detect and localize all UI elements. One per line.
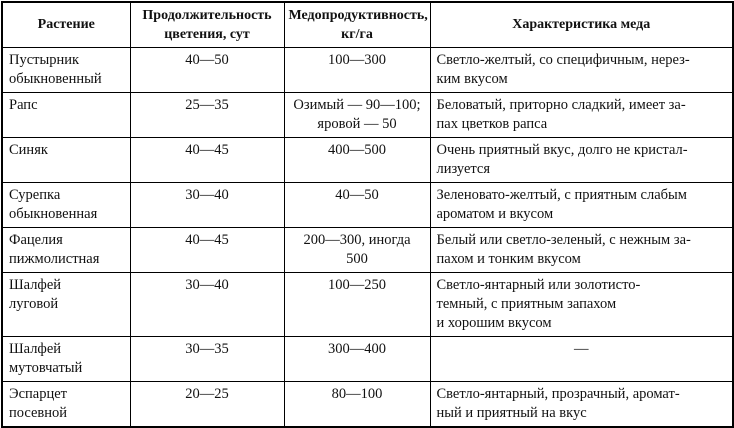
cell-plant: Пустырник обыкновенный [1,46,131,93]
cell-plant: Фацелия пижмолистная [1,226,131,273]
table-row: Фацелия пижмолистная 40—45 200—300, иног… [1,226,734,273]
table-row: Эспарцет посевной 20—25 80—100 Светло-ян… [1,380,734,428]
cell-duration: 30—35 [129,335,285,382]
table-row: Синяк 40—45 400—500 Очень приятный вкус,… [1,136,734,183]
column-header-duration: Продолжительность цветения, сут [129,1,285,48]
cell-plant: Шалфей луговой [1,271,131,337]
cell-plant: Сурепка обыкновенная [1,181,131,228]
cell-characteristic: Светло-желтый, со специфичным, нерез- ки… [429,46,734,93]
cell-duration: 40—50 [129,46,285,93]
cell-duration: 30—40 [129,181,285,228]
cell-productivity: 200—300, иногда 500 [283,226,431,273]
cell-productivity: 80—100 [283,380,431,428]
table-row: Рапс 25—35 Озимый — 90—100; яровой — 50 … [1,91,734,138]
cell-plant: Эспарцет посевной [1,380,131,428]
cell-characteristic: Беловатый, приторно сладкий, имеет за- п… [429,91,734,138]
cell-duration: 20—25 [129,380,285,428]
table-row: Шалфей мутовчатый 30—35 300—400 — [1,335,734,382]
cell-productivity: 40—50 [283,181,431,228]
cell-characteristic: Светло-янтарный или золотисто- темный, с… [429,271,734,337]
cell-duration: 25—35 [129,91,285,138]
cell-productivity: 100—300 [283,46,431,93]
table-row: Пустырник обыкновенный 40—50 100—300 Све… [1,46,734,93]
cell-productivity: 300—400 [283,335,431,382]
cell-plant: Синяк [1,136,131,183]
cell-duration: 30—40 [129,271,285,337]
cell-characteristic: Белый или светло-зеленый, с нежным за- п… [429,226,734,273]
column-header-plant: Растение [1,1,131,48]
table-row: Сурепка обыкновенная 30—40 40—50 Зеленов… [1,181,734,228]
table-row: Шалфей луговой 30—40 100—250 Светло-янта… [1,271,734,337]
cell-productivity: Озимый — 90—100; яровой — 50 [283,91,431,138]
cell-productivity: 400—500 [283,136,431,183]
column-header-productivity: Медопродуктивность, кг/га [283,1,431,48]
cell-characteristic: Светло-янтарный, прозрачный, аромат- ный… [429,380,734,428]
cell-characteristic: Очень приятный вкус, долго не кристал- л… [429,136,734,183]
cell-characteristic: Зеленовато-желтый, с приятным слабым аро… [429,181,734,228]
cell-plant: Шалфей мутовчатый [1,335,131,382]
header-row: Растение Продолжительность цветения, сут… [1,1,734,48]
cell-characteristic: — [429,335,734,382]
column-header-characteristic: Характеристика меда [429,1,734,48]
cell-plant: Рапс [1,91,131,138]
cell-duration: 40—45 [129,136,285,183]
cell-productivity: 100—250 [283,271,431,337]
cell-duration: 40—45 [129,226,285,273]
